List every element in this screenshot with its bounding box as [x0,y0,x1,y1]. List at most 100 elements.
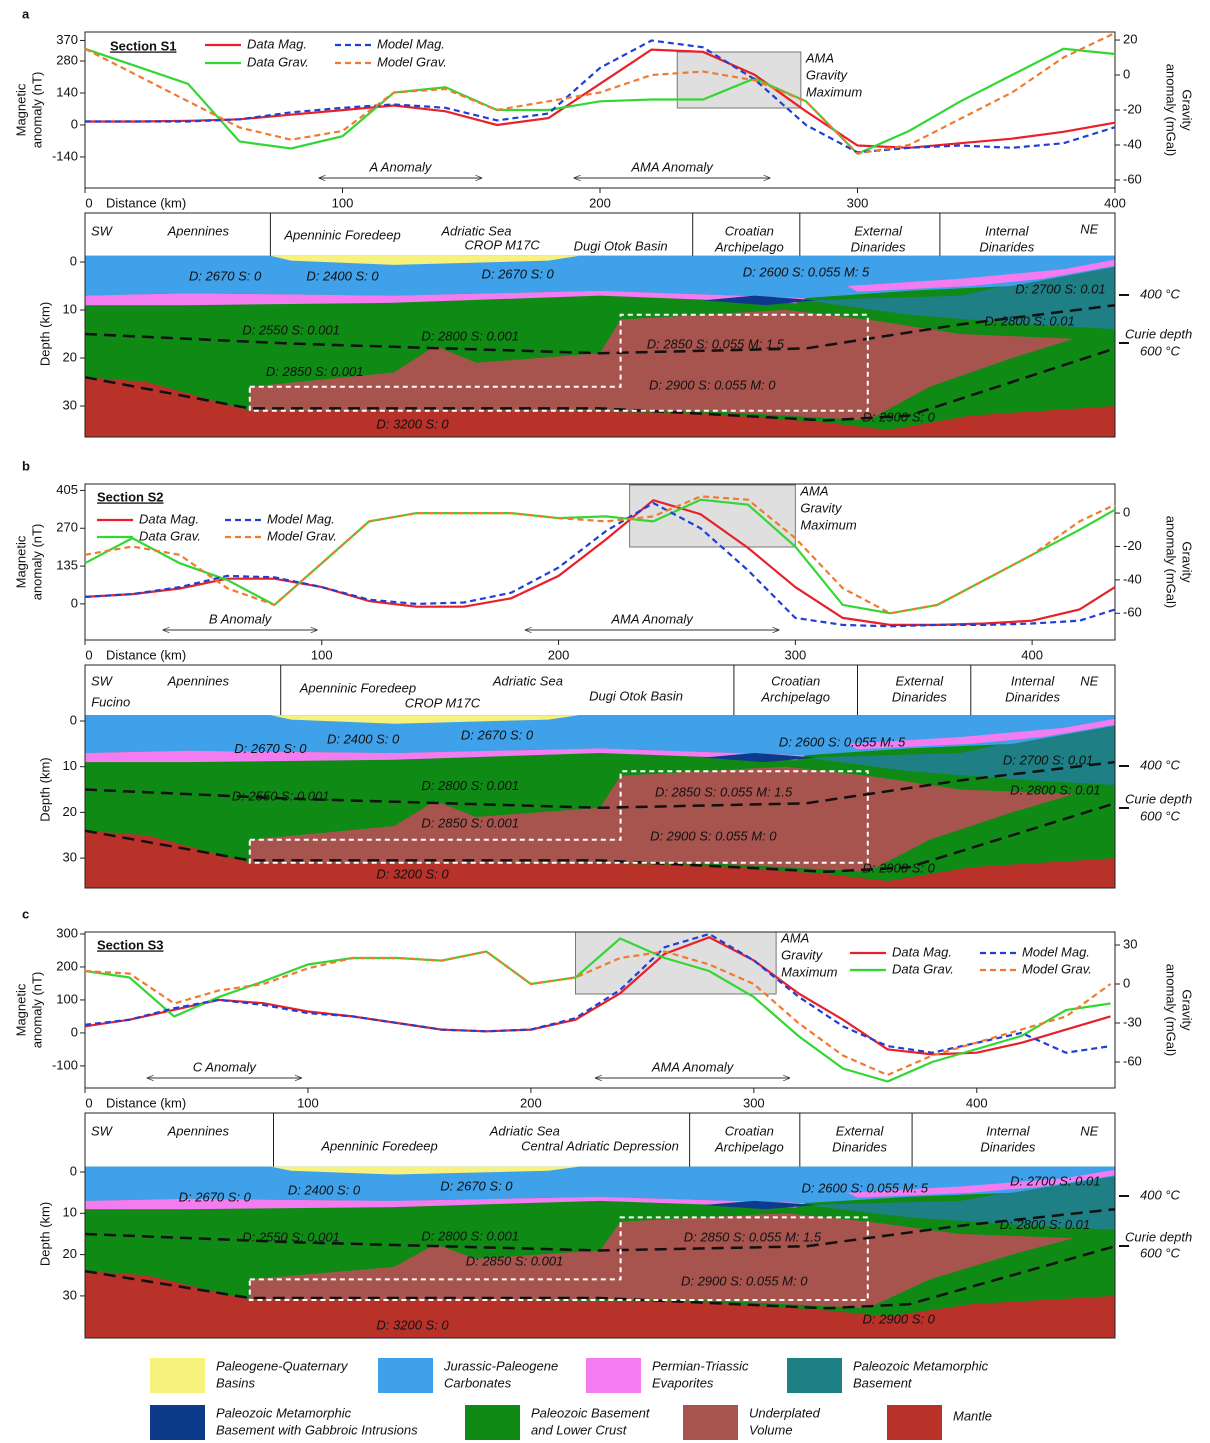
section-geology [85,715,1115,888]
y-axis-label: anomaly (nT) [29,972,44,1049]
depth-tick-label: 10 [63,301,77,316]
legend-label: Data Mag. [892,944,952,959]
x-tick-label: 200 [548,647,570,662]
underplated-outline [248,1216,869,1301]
unit-label: D: 2800 S: 0.01 [1000,1217,1090,1232]
x-tick-label: 300 [847,195,869,210]
gravity-max-box [629,484,796,548]
legend-label: Data Grav. [139,528,201,543]
geologic-unit [703,753,817,763]
region-label: Adriatic Sea [440,223,511,238]
unit-label: D: 2850 S: 0.001 [266,364,364,379]
y-tick-label: 300 [56,925,78,940]
depth-tick-label: 20 [63,1246,77,1261]
geologic-unit [85,290,806,306]
unit-label: D: 2550 S: 0.001 [242,323,340,338]
y2-tick-label: -20 [1123,101,1142,116]
plot-frame [84,31,1116,189]
region-label: Croatian [771,673,820,688]
geologic-unit [85,1271,1115,1338]
box-label: AMA [799,483,828,498]
x-tick-label: 0 [85,647,92,662]
depth-tick-label: 10 [63,758,77,773]
region-label: SW [91,1123,114,1138]
depth-tick-label: 20 [63,804,77,819]
unit-label: D: 2700 S: 0.01 [1010,1173,1100,1188]
legend-label: Permian-Triassic [652,1358,749,1373]
y2-tick-label: 30 [1123,936,1137,951]
y2-axis-label: anomaly (mGal) [1164,964,1179,1056]
y-tick-label: 405 [56,482,78,497]
region-label: Apennines [167,223,230,238]
region-label: Croatian [725,1123,774,1138]
region-label: External [836,1123,885,1138]
y2-tick-label: 0 [1123,66,1130,81]
region-label: Adriatic Sea [489,1123,560,1138]
unit-label: D: 2400 S: 0 [306,268,379,283]
section-frame [84,212,1116,438]
section-frame [84,1112,1116,1339]
legend-label: Paleozoic Metamorphic [216,1405,352,1420]
unit-label: D: 2850 S: 0.001 [466,1253,564,1268]
underplated-outline [248,770,869,864]
series-line [84,501,1116,628]
y-axis-label: Magnetic [13,535,28,588]
legend-swatch [465,1405,520,1440]
legend-label: Data Grav. [892,961,954,976]
isotherm-label: 400 °C [1140,757,1181,772]
y-tick-label: 200 [56,958,78,973]
legend-swatch [378,1358,433,1393]
region-label: Internal [986,1123,1030,1138]
y2-tick-label: 0 [1123,504,1130,519]
geologic-unit [85,830,1115,888]
isotherm-label: Curie depth [1125,326,1192,341]
dashed-boundary [85,347,1115,422]
unit-label: D: 2900 S: 0 [863,409,936,424]
y-tick-label: 280 [56,52,78,67]
depth-tick-label: 10 [63,1205,77,1220]
legend-label: Basement [853,1375,913,1390]
y2-tick-label: -30 [1123,1014,1142,1029]
unit-label: D: 2800 S: 0.01 [1010,782,1100,797]
unit-label: D: 2900 S: 0.055 M: 0 [649,377,776,392]
legend-label: and Lower Crust [531,1422,628,1437]
panel-letter: b [22,458,30,473]
y-tick-label: -140 [52,148,78,163]
region-label: Dinarides [979,239,1034,254]
unit-label: D: 2670 S: 0 [179,1189,252,1204]
unit-label: D: 2670 S: 0 [440,1178,513,1193]
y-axis-label: Magnetic [13,83,28,136]
unit-label: D: 2850 S: 0.055 M: 1.5 [684,1230,822,1245]
anomaly-label: A Anomaly [368,159,432,174]
x-tick-label: 400 [1104,195,1126,210]
region-label: Apenninic Foredeep [320,1138,437,1153]
region-label: Apenninic Foredeep [299,680,416,695]
legend-label: Basement with Gabbroic Intrusions [216,1422,418,1437]
region-label: CROP M17C [464,237,540,252]
geologic-unit [847,1169,1115,1198]
unit-label: D: 2670 S: 0 [461,728,534,743]
depth-axis-label: Depth (km) [37,1202,52,1266]
geologic-unit [85,748,806,763]
chart-title: Section S3 [97,937,163,952]
y2-tick-label: 20 [1123,31,1137,46]
geologic-unit [847,718,1115,750]
isotherm-label: Curie depth [1125,1229,1192,1244]
depth-tick-label: 30 [63,397,77,412]
x-tick-label: 100 [311,647,333,662]
legend-swatch [787,1358,842,1393]
region-label: CROP M17C [405,695,481,710]
y2-tick-label: -60 [1123,171,1142,186]
box-label: Gravity [800,500,843,515]
legend-label: Jurassic-Paleogene [443,1358,558,1373]
y2-axis-label: Gravity [1180,89,1195,131]
legend-label: Underplated [749,1405,821,1420]
unit-label: D: 2900 S: 0 [863,861,936,876]
unit-label: D: 2900 S: 0.055 M: 0 [681,1273,808,1288]
region-label: Archipelago [714,1139,784,1154]
unit-label: D: 2670 S: 0 [234,741,307,756]
region-label: NE [1080,1123,1098,1138]
unit-label: D: 2800 S: 0.001 [421,1228,519,1243]
geologic-unit [806,1172,1115,1230]
